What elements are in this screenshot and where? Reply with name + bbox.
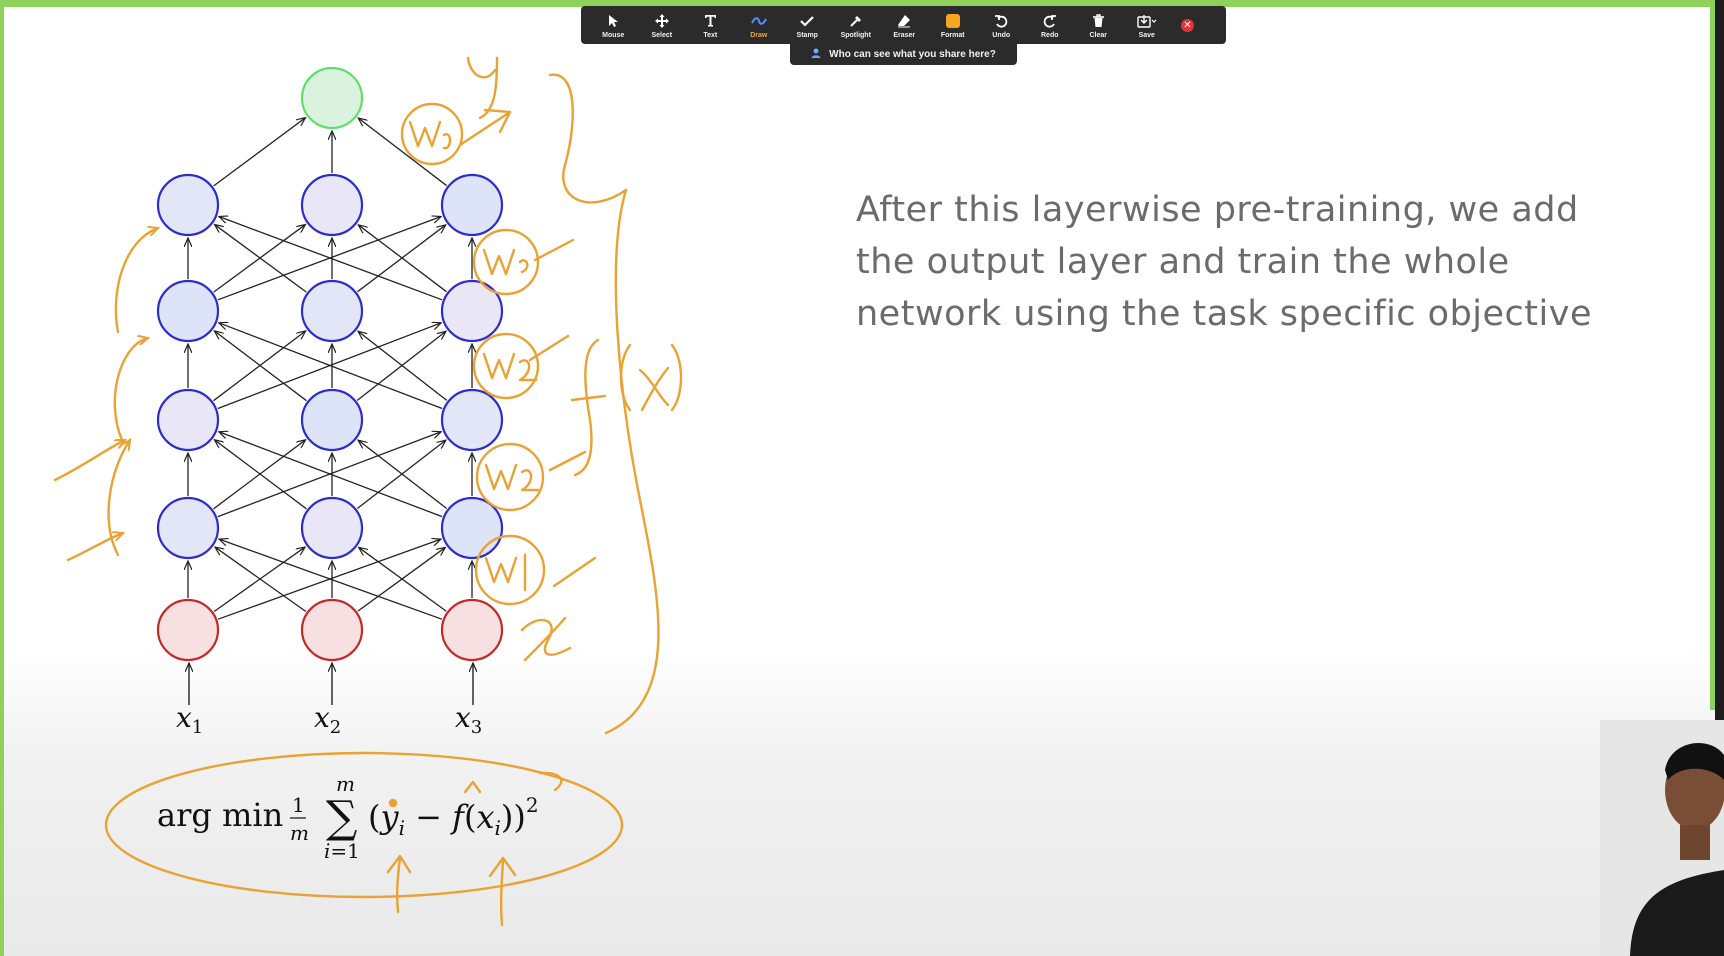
tool-format[interactable]: Format bbox=[929, 6, 978, 44]
tool-label: Mouse bbox=[602, 31, 625, 39]
hidden-node bbox=[440, 279, 504, 343]
input-label-x3: x3 bbox=[455, 701, 482, 738]
tool-label: Text bbox=[703, 31, 718, 39]
hidden-node bbox=[156, 496, 220, 560]
network-edge bbox=[219, 217, 443, 301]
share-border-top bbox=[0, 0, 1724, 7]
tool-select[interactable]: Select bbox=[638, 6, 687, 44]
hidden-node bbox=[440, 388, 504, 452]
move-icon bbox=[654, 12, 669, 30]
hidden-node bbox=[440, 173, 504, 237]
tool-draw[interactable]: Draw bbox=[735, 6, 784, 44]
network-edge bbox=[358, 118, 447, 187]
hidden-node bbox=[156, 279, 220, 343]
hidden-node bbox=[300, 173, 364, 237]
network-edges bbox=[188, 118, 472, 620]
network-edge bbox=[358, 440, 448, 509]
input-node bbox=[440, 598, 504, 662]
tool-redo[interactable]: Redo bbox=[1026, 6, 1075, 44]
tool-label: Redo bbox=[1041, 31, 1059, 39]
input-arrows bbox=[189, 663, 473, 705]
undo-icon bbox=[994, 12, 1008, 30]
network-edge bbox=[215, 225, 307, 293]
close-toolbar-button[interactable]: ✕ bbox=[1181, 18, 1194, 32]
tool-save[interactable]: Save bbox=[1123, 6, 1172, 44]
network-nodes bbox=[156, 66, 504, 662]
hidden-node bbox=[300, 496, 364, 560]
tool-label: Format bbox=[940, 31, 965, 39]
window-edge bbox=[1715, 0, 1724, 956]
input-node bbox=[156, 598, 220, 662]
tool-label: Eraser bbox=[893, 31, 916, 39]
network-edge bbox=[219, 539, 443, 620]
pen-annotations bbox=[53, 56, 683, 927]
network-edge bbox=[214, 440, 307, 510]
input-node bbox=[300, 598, 364, 662]
cursor-icon bbox=[607, 12, 619, 30]
tool-label: Draw bbox=[750, 31, 768, 39]
tool-stamp[interactable]: Stamp bbox=[783, 6, 832, 44]
network-edge bbox=[215, 547, 307, 613]
tool-clear[interactable]: Clear bbox=[1074, 6, 1123, 44]
slide-body-text: After this layerwise pre-training, we ad… bbox=[856, 190, 1592, 334]
trash-icon bbox=[1092, 12, 1105, 30]
svg-text:m: m bbox=[290, 821, 309, 845]
input-label-x1: x1 bbox=[176, 701, 203, 738]
tool-undo[interactable]: Undo bbox=[977, 6, 1026, 44]
network-edge bbox=[219, 432, 443, 518]
network-edge bbox=[214, 331, 307, 402]
check-icon bbox=[800, 12, 815, 30]
hidden-node bbox=[156, 388, 220, 452]
annotation-toolbar: Mouse Select Text Draw Stamp Spotlight bbox=[581, 6, 1226, 44]
redo-icon bbox=[1043, 12, 1057, 30]
input-label-x2: x2 bbox=[314, 701, 341, 738]
hidden-node bbox=[300, 279, 364, 343]
svg-text:arg min: arg min bbox=[157, 796, 283, 834]
tool-label: Stamp bbox=[796, 31, 818, 39]
tool-text[interactable]: Text bbox=[686, 6, 735, 44]
hidden-node bbox=[300, 388, 364, 452]
hidden-node bbox=[440, 496, 504, 560]
share-notice-text: Who can see what you share here? bbox=[829, 49, 996, 60]
format-icon bbox=[945, 12, 960, 30]
presenter-video bbox=[1600, 720, 1724, 956]
objective-formula: arg min 1 m m ∑ i=1 (yi − f(xi))2 bbox=[157, 772, 539, 863]
eraser-icon bbox=[897, 12, 911, 30]
svg-text:m: m bbox=[336, 772, 355, 796]
tool-spotlight[interactable]: Spotlight bbox=[832, 6, 881, 44]
network-edge bbox=[219, 323, 443, 410]
tool-eraser[interactable]: Eraser bbox=[880, 6, 929, 44]
people-icon bbox=[811, 47, 823, 62]
svg-text:∑: ∑ bbox=[326, 792, 357, 843]
svg-text:i=1: i=1 bbox=[324, 839, 360, 863]
tool-mouse[interactable]: Mouse bbox=[589, 6, 638, 44]
network-edge bbox=[358, 331, 448, 401]
spotlight-icon bbox=[849, 12, 863, 30]
svg-text:1: 1 bbox=[292, 793, 305, 817]
hidden-node bbox=[156, 173, 220, 237]
tool-label: Spotlight bbox=[840, 31, 871, 39]
network-edge bbox=[213, 118, 306, 187]
tool-label: Save bbox=[1138, 31, 1155, 39]
share-border-right bbox=[1710, 0, 1715, 710]
share-border-left bbox=[0, 0, 4, 956]
text-icon bbox=[704, 12, 717, 30]
tool-label: Clear bbox=[1089, 31, 1107, 39]
tool-label: Undo bbox=[992, 31, 1011, 39]
draw-icon bbox=[750, 12, 767, 30]
network-edge bbox=[358, 225, 447, 293]
share-visibility-bar[interactable]: Who can see what you share here? bbox=[790, 44, 1017, 65]
close-icon: ✕ bbox=[1183, 19, 1192, 31]
network-edge bbox=[359, 547, 447, 612]
save-icon bbox=[1137, 12, 1157, 30]
tool-label: Select bbox=[651, 31, 673, 39]
output-node bbox=[300, 66, 364, 130]
